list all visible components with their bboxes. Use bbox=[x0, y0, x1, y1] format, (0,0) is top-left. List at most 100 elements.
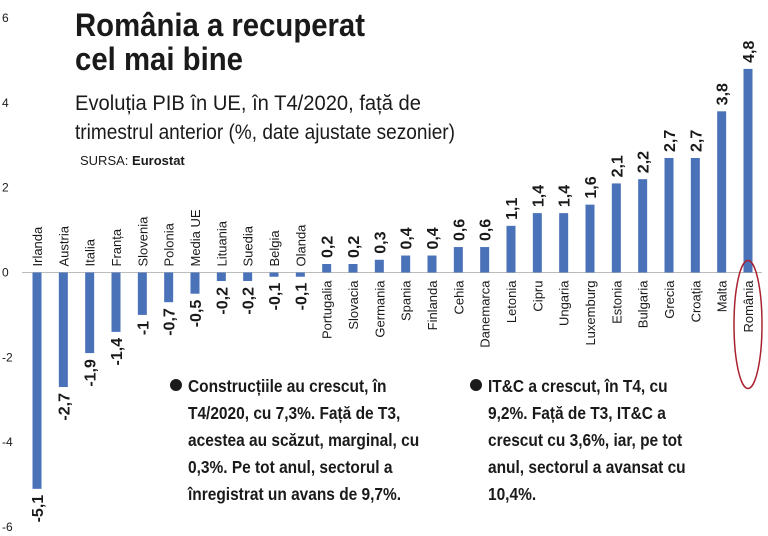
value-label: -0,5 bbox=[188, 300, 205, 328]
note-line: crescut cu 3,6%, iar, pe tot bbox=[488, 430, 683, 450]
bar bbox=[164, 272, 174, 303]
bar bbox=[32, 272, 42, 489]
note-line: 0,3%. Pe tot anul, sectorul a bbox=[188, 457, 393, 477]
value-label: 0,4 bbox=[399, 227, 416, 249]
bar bbox=[585, 204, 595, 273]
value-label: -1,4 bbox=[109, 338, 126, 366]
x-tick-label: Belgia bbox=[267, 230, 282, 267]
x-tick-label: Cipru bbox=[530, 281, 545, 312]
x-tick-label: Polonia bbox=[162, 222, 177, 266]
bar bbox=[638, 179, 648, 273]
bar bbox=[58, 272, 68, 388]
bar bbox=[243, 272, 253, 281]
value-label: -1,9 bbox=[83, 359, 100, 387]
note-line: 10,4%. bbox=[488, 484, 536, 504]
value-label: 4,8 bbox=[741, 41, 758, 63]
value-label: 0,2 bbox=[320, 236, 337, 258]
x-tick-label: Malta bbox=[715, 280, 730, 313]
x-tick-label: Cehia bbox=[451, 280, 466, 315]
title-line: cel mai bine bbox=[75, 41, 243, 77]
bar bbox=[611, 183, 621, 273]
note-line: înregistrat un avans de 9,7%. bbox=[187, 484, 401, 504]
value-label: 1,4 bbox=[530, 185, 547, 207]
value-label: 0,6 bbox=[478, 219, 495, 241]
subtitle-line: trimestrul anterior (%, date ajustate se… bbox=[75, 121, 455, 144]
x-tick-label: Letonia bbox=[504, 280, 519, 323]
value-label: -0,2 bbox=[214, 287, 231, 315]
value-label: 2,2 bbox=[636, 151, 653, 173]
value-label: 1,4 bbox=[557, 185, 574, 207]
value-label: -0,2 bbox=[241, 287, 258, 315]
note-line: 9,2%. Față de T3, IT&C a bbox=[488, 403, 666, 423]
bar bbox=[85, 272, 95, 354]
note-line: IT&C a crescut, în T4, cu bbox=[488, 376, 668, 396]
bar bbox=[322, 264, 332, 273]
bar bbox=[532, 213, 542, 273]
x-tick-label: Media UE bbox=[188, 209, 203, 266]
note-line: T4/2020, cu 7,3%. Față de T3, bbox=[188, 403, 400, 423]
value-label: -0,1 bbox=[293, 283, 310, 311]
bar bbox=[348, 264, 358, 273]
x-tick-label: Estonia bbox=[609, 280, 624, 324]
x-tick-label: Croația bbox=[688, 280, 703, 323]
bar bbox=[190, 272, 200, 294]
bar bbox=[269, 272, 279, 277]
bar bbox=[401, 255, 411, 273]
title-line: România a recuperat bbox=[75, 7, 365, 43]
bar bbox=[743, 68, 753, 273]
x-tick-label: Irlanda bbox=[30, 226, 45, 267]
y-tick-label: 0 bbox=[2, 266, 9, 280]
value-label: 3,8 bbox=[715, 83, 732, 105]
highlight-ring bbox=[733, 259, 763, 390]
x-tick-label: Finlanda bbox=[425, 280, 440, 331]
value-label: -0,7 bbox=[162, 308, 179, 336]
value-label: 0,6 bbox=[451, 219, 468, 241]
bar bbox=[216, 272, 226, 281]
source-value: Eurostat bbox=[132, 153, 185, 168]
value-label: 2,7 bbox=[662, 130, 679, 152]
x-tick-label: Germania bbox=[372, 280, 387, 338]
y-tick-label: -2 bbox=[2, 350, 13, 364]
y-tick-label: -4 bbox=[2, 435, 13, 449]
x-tick-label: Slovenia bbox=[135, 216, 150, 267]
x-tick-label: Ungaria bbox=[557, 280, 572, 326]
y-tick-label: 4 bbox=[2, 96, 9, 110]
bar bbox=[690, 157, 700, 273]
x-tick-label: Bulgaria bbox=[636, 280, 651, 328]
x-tick-label: Grecia bbox=[662, 280, 677, 319]
value-label: -1 bbox=[135, 321, 152, 335]
bullet bbox=[470, 379, 482, 391]
bar bbox=[111, 272, 121, 332]
bar bbox=[295, 272, 305, 277]
x-tick-label: Italia bbox=[83, 238, 98, 266]
x-tick-label: Spania bbox=[399, 280, 414, 321]
x-tick-label: Slovacia bbox=[346, 280, 361, 330]
note-line: Construcțiile au crescut, în bbox=[188, 376, 386, 396]
y-tick-label: 2 bbox=[2, 181, 9, 195]
value-label: -2,7 bbox=[56, 393, 73, 421]
x-tick-label: Franța bbox=[109, 228, 124, 266]
x-tick-label: Suedia bbox=[241, 225, 256, 266]
bar bbox=[453, 247, 463, 273]
value-label: 0,4 bbox=[425, 227, 442, 249]
y-tick-label: -6 bbox=[2, 520, 13, 534]
note-line: anul, sectorul a avansat cu bbox=[488, 457, 686, 477]
bar bbox=[374, 259, 384, 273]
y-tick-label: 6 bbox=[2, 11, 9, 25]
bar bbox=[480, 247, 490, 273]
value-label: -5,1 bbox=[30, 495, 47, 523]
value-label: 2,7 bbox=[688, 130, 705, 152]
bullet bbox=[170, 379, 182, 391]
x-tick-label: Lituania bbox=[214, 220, 229, 266]
bar bbox=[559, 213, 569, 273]
x-tick-label: Luxemburg bbox=[583, 281, 598, 346]
bar bbox=[427, 255, 437, 273]
source: SURSA: Eurostat bbox=[80, 153, 185, 168]
x-tick-label: România bbox=[741, 280, 756, 333]
value-label: 2,1 bbox=[609, 155, 626, 177]
x-tick-label: Austria bbox=[56, 225, 71, 266]
x-tick-label: Danemarca bbox=[478, 280, 493, 348]
x-tick-label: Portugalia bbox=[320, 280, 335, 339]
bar bbox=[137, 272, 147, 315]
